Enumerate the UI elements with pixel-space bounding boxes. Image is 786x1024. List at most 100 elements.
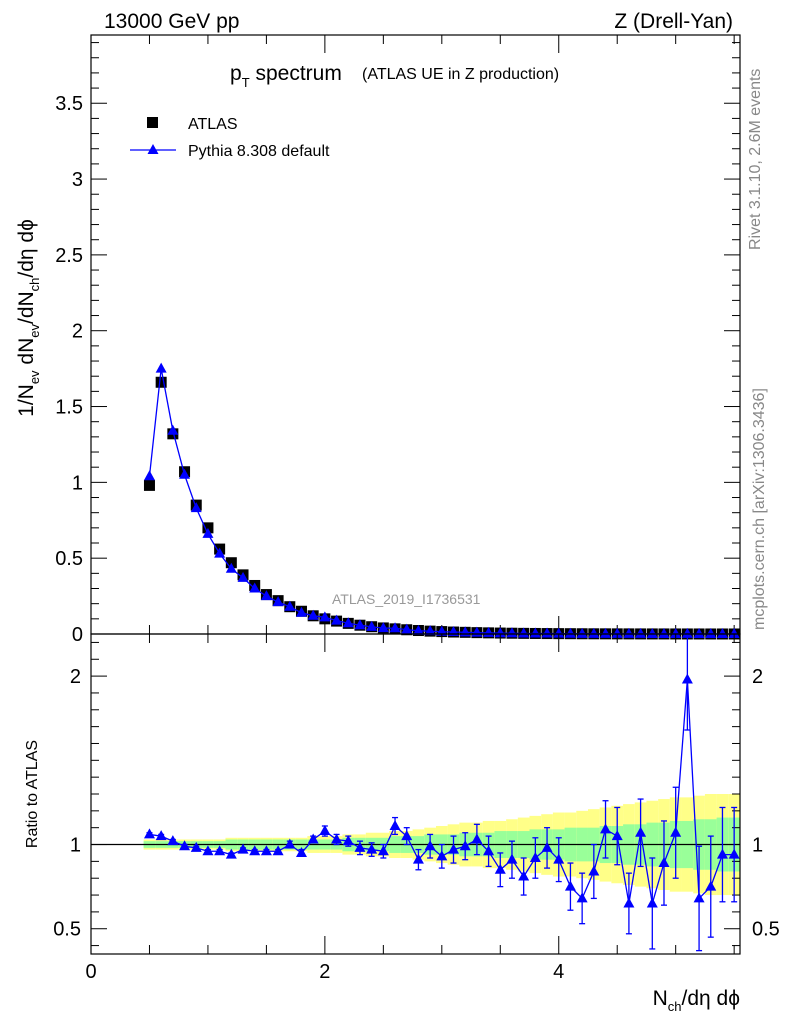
- atlas-marker: [225, 557, 237, 569]
- ratio-marker: [295, 846, 307, 857]
- ratio-marker: [354, 841, 366, 852]
- ratio-frame: [90, 633, 741, 955]
- rivet-label: Rivet 3.1.10, 2.6M events: [747, 69, 764, 250]
- pythia-marker: [260, 590, 272, 601]
- ratio-marker: [284, 838, 296, 849]
- pythia-marker: [354, 619, 366, 630]
- ratio-line: [149, 679, 735, 904]
- atlas-marker: [202, 522, 214, 534]
- pythia-marker: [401, 623, 413, 634]
- ratio-marker: [448, 843, 460, 854]
- ratio-marker: [272, 845, 284, 856]
- ratio-marker: [483, 845, 495, 856]
- pythia-marker: [681, 627, 693, 638]
- ratio-marker: [225, 848, 237, 859]
- title-annotation: (ATLAS UE in Z production): [362, 66, 559, 83]
- pythia-marker: [342, 617, 354, 628]
- ratio-marker: [214, 845, 226, 856]
- ratio-marker: [693, 892, 705, 903]
- ratio-marker: [658, 857, 670, 868]
- ratio-marker: [553, 853, 565, 864]
- main-ytick-label: 2.5: [55, 245, 83, 267]
- xtick-label: 4: [553, 961, 564, 983]
- atlas-marker: [143, 479, 155, 491]
- mcplots-label: mcplots.cern.ch [arXiv:1306.3436]: [751, 388, 768, 630]
- ratio-marker: [190, 841, 202, 852]
- ratio-marker: [143, 828, 155, 839]
- ratio-marker: [436, 850, 448, 861]
- ratio-axis-ticks: 0.5 0.5 1 1 2 2 0 2 4: [53, 634, 780, 983]
- ratio-y-axis-label: Ratio to ATLAS: [24, 740, 41, 848]
- pythia-marker: [541, 627, 553, 638]
- ratio-marker: [179, 840, 191, 851]
- ratio-marker: [611, 830, 623, 841]
- ratio-marker: [366, 843, 378, 854]
- pythia-marker: [167, 424, 179, 435]
- pythia-marker: [623, 627, 635, 638]
- pythia-marker: [190, 502, 202, 513]
- xtick-label: 0: [85, 961, 96, 983]
- pythia-marker: [295, 606, 307, 617]
- main-ytick-label: 0.5: [55, 548, 83, 570]
- ratio-panel: 0.5 0.5 1 1 2 2 0 2 4: [53, 633, 780, 983]
- pythia-marker: [179, 468, 191, 479]
- ratio-marker: [471, 833, 483, 844]
- pythia-marker: [412, 624, 424, 635]
- pythia-marker: [424, 625, 436, 636]
- analysis-watermark: ATLAS_2019_I1736531: [332, 591, 481, 607]
- ratio-marker: [670, 826, 682, 837]
- pythia-marker: [249, 582, 261, 593]
- process-label: Z (Drell-Yan): [614, 10, 733, 33]
- ratio-marker: [459, 840, 471, 851]
- ratio-marker: [342, 835, 354, 846]
- ratio-marker: [377, 845, 389, 856]
- legend: ATLAS Pythia 8.308 default: [130, 116, 330, 160]
- ratio-ytick-label-right: 1: [752, 835, 763, 857]
- pythia-marker: [366, 620, 378, 631]
- pythia-marker: [670, 627, 682, 638]
- atlas-marker: [155, 376, 167, 388]
- title-sub: T: [242, 75, 250, 90]
- main-ytick-label: 2: [72, 321, 83, 343]
- pythia-marker: [576, 627, 588, 638]
- legend-atlas-label: ATLAS: [188, 116, 238, 133]
- pythia-marker: [307, 609, 319, 620]
- ratio-marker: [202, 845, 214, 856]
- pythia-marker: [494, 627, 506, 638]
- pythia-marker: [635, 627, 647, 638]
- pythia-marker: [693, 627, 705, 638]
- pythia-marker: [319, 611, 331, 622]
- ratio-marker: [646, 897, 658, 908]
- legend-pythia-marker: [147, 144, 159, 154]
- pythia-marker: [518, 627, 530, 638]
- ratio-marker: [412, 853, 424, 864]
- plot-title: pT spectrum (ATLAS UE in Z production): [230, 62, 559, 90]
- main-ytick-label: 3: [72, 169, 83, 191]
- pythia-marker: [564, 627, 576, 638]
- ratio-markers: [143, 634, 740, 952]
- ratio-marker: [424, 840, 436, 851]
- ratio-ytick-label: 1: [70, 835, 81, 857]
- pythia-marker: [705, 627, 717, 638]
- main-ytick-label: 1.5: [55, 397, 83, 419]
- ratio-marker: [564, 880, 576, 891]
- ratio-marker: [529, 852, 541, 862]
- pythia-marker: [506, 627, 518, 638]
- ratio-marker: [635, 826, 647, 837]
- main-ytick-label: 3.5: [55, 93, 83, 115]
- x-axis-label: Nch/dη dϕ: [653, 987, 740, 1014]
- ratio-marker: [307, 833, 319, 844]
- pythia-marker: [389, 622, 401, 633]
- xtick-label: 2: [319, 961, 330, 983]
- pythia-marker: [716, 627, 728, 638]
- ratio-marker: [518, 870, 530, 881]
- ratio-ytick-label: 0.5: [53, 919, 81, 941]
- ratio-marker: [623, 897, 635, 908]
- ratio-marker: [588, 865, 600, 876]
- ratio-marker: [576, 892, 588, 903]
- pythia-marker: [284, 600, 296, 611]
- ratio-marker: [260, 845, 272, 856]
- pythia-marker: [143, 470, 155, 481]
- pythia-marker: [529, 627, 541, 638]
